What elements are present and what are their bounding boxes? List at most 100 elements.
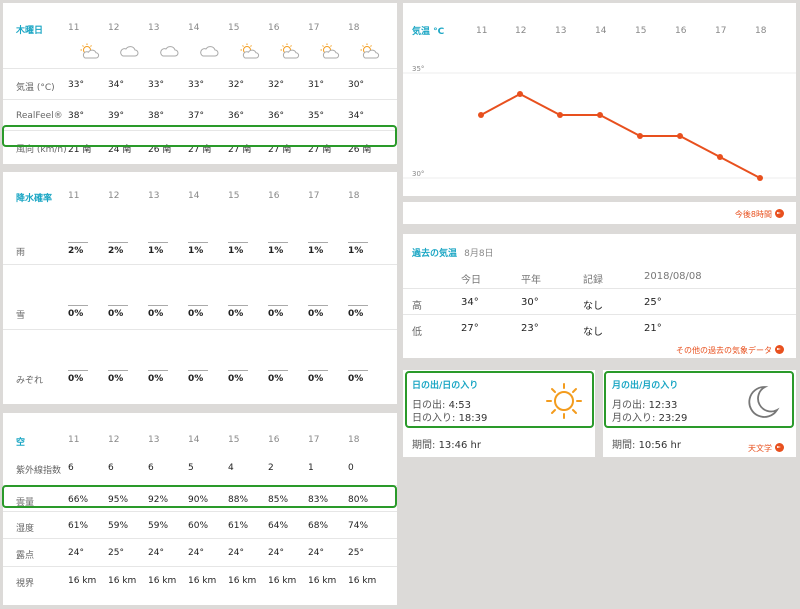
row-value: 6: [148, 463, 154, 473]
row-value: 16 km: [148, 576, 177, 586]
moon-panel: 月の出/月の入り 月の出: 12:33 月の入り: 23:29 期間: 10:5…: [603, 370, 796, 457]
panel-title: 空: [16, 438, 26, 448]
row-value: 0%: [348, 374, 364, 384]
sun-title: 日の出/日の入り: [412, 381, 479, 391]
row-value: 25°: [348, 548, 364, 558]
row-value: 90%: [188, 495, 209, 505]
data-row: 風向 (km/h) 21 南 24 南 26 南 27 南 27 南 27 南 27 南 26 …: [3, 130, 397, 163]
precip-bar: [108, 242, 128, 243]
precip-bar: [188, 305, 208, 306]
row-value: 0%: [108, 309, 124, 319]
row-value: 59%: [108, 521, 129, 531]
row-value: 33°: [148, 80, 164, 90]
hour-label: 11: [68, 435, 80, 445]
precip-bar: [308, 370, 328, 371]
row-value: 0%: [308, 374, 324, 384]
past-header: 記録: [583, 275, 603, 286]
row-value: 27 南: [228, 145, 252, 155]
row-value: 24°: [308, 548, 324, 558]
next-8-hours-label: 今後8時間: [734, 210, 772, 219]
temperature-point: [478, 112, 484, 118]
precip-row: 雪 0% 0% 0% 0% 0% 0% 0% 0%: [3, 264, 397, 326]
row-value: 34°: [348, 111, 364, 121]
row-value: 1%: [228, 246, 244, 256]
hour-label: 18: [348, 191, 360, 201]
past-date: 8月8日: [464, 249, 494, 259]
x-tick-label: 12: [515, 26, 526, 36]
row-value: 26 南: [348, 145, 372, 155]
row-value: 33°: [68, 80, 84, 90]
chart-title: 気温 °C: [412, 27, 445, 37]
precip-bar: [148, 305, 168, 306]
precip-bar: [148, 370, 168, 371]
hour-label: 17: [308, 191, 320, 201]
row-value: 0%: [68, 309, 84, 319]
row-value: 16 km: [308, 576, 337, 586]
moon-icon: [748, 386, 780, 418]
astronomy-link[interactable]: 天文学: [748, 443, 784, 454]
row-value: 74%: [348, 521, 369, 531]
temperature-point: [677, 133, 683, 139]
row-value: 0%: [268, 309, 284, 319]
row-value: 1%: [268, 246, 284, 256]
y-tick-label: 35°: [412, 65, 424, 73]
x-tick-label: 13: [555, 26, 566, 36]
precip-row: 雨 2% 2% 1% 1% 1% 1% 1% 1%: [3, 202, 397, 264]
sunrise-label: 日の出:: [412, 400, 446, 411]
row-label: 高: [412, 301, 422, 312]
moonrise-row: 月の出: 12:33: [612, 396, 677, 411]
row-value: 32°: [228, 80, 244, 90]
row-label: 雲量: [16, 498, 35, 508]
temperature-point: [557, 112, 563, 118]
sunset-row: 日の入り: 18:39: [412, 409, 487, 424]
row-value: 24°: [268, 548, 284, 558]
partly-sunny-icon: [360, 43, 380, 59]
row-value: 16 km: [68, 576, 97, 586]
row-value: 1%: [148, 246, 164, 256]
precip-row: みぞれ 0% 0% 0% 0% 0% 0% 0% 0%: [3, 329, 397, 391]
row-value: 0%: [268, 374, 284, 384]
hour-label: 11: [68, 23, 80, 33]
temperature-point: [757, 175, 763, 181]
row-value: 68%: [308, 521, 329, 531]
precip-bar: [268, 242, 288, 243]
hour-label: 18: [348, 23, 360, 33]
temperature-chart-panel: 気温 °C 11 12 13 14 15 16 17 18 35° 30°: [403, 3, 796, 196]
row-value: 6: [108, 463, 114, 473]
precip-bar: [228, 370, 248, 371]
past-value: なし: [583, 301, 603, 312]
row-value: 0%: [308, 309, 324, 319]
hour-label: 16: [268, 191, 280, 201]
row-value: 0%: [228, 374, 244, 384]
moonset-time: 23:29: [658, 413, 688, 424]
temperature-point: [637, 133, 643, 139]
more-history-link[interactable]: その他の過去の気象データ: [676, 345, 784, 356]
row-value: 24 南: [108, 145, 132, 155]
precip-bar: [348, 370, 368, 371]
row-value: 1%: [308, 246, 324, 256]
row-value: 0%: [148, 374, 164, 384]
next-8-hours-link[interactable]: 今後8時間: [735, 209, 784, 220]
row-value: 24°: [148, 548, 164, 558]
moonrise-label: 月の出:: [612, 400, 646, 411]
panel-title: 降水確率: [16, 194, 53, 204]
hour-label: 14: [188, 435, 200, 445]
past-header: 今日: [461, 275, 481, 286]
hour-label: 12: [108, 23, 120, 33]
row-label: 紫外線指数: [16, 466, 62, 476]
sky-row: 視界 16 km 16 km 16 km 16 km 16 km 16 km 16 km 16 …: [3, 566, 397, 599]
row-value: 24°: [188, 548, 204, 558]
row-value: 2%: [108, 246, 124, 256]
row-value: 1: [308, 463, 314, 473]
hour-label: 12: [108, 191, 120, 201]
row-value: 32°: [268, 80, 284, 90]
row-value: 39°: [108, 111, 124, 121]
precip-bar: [68, 305, 88, 306]
moonset-row: 月の入り: 23:29: [612, 409, 687, 424]
partly-sunny-icon: [280, 43, 300, 59]
partly-sunny-icon: [80, 43, 100, 59]
row-value: 16 km: [268, 576, 297, 586]
sky-panel: 空 11 12 13 14 15 16 17 18 紫外線指数 6 6 6 5 4 2 1 0 雲量 66% 95% 92…: [3, 413, 397, 605]
hour-label: 13: [148, 435, 160, 445]
past-value: 21°: [644, 323, 662, 334]
